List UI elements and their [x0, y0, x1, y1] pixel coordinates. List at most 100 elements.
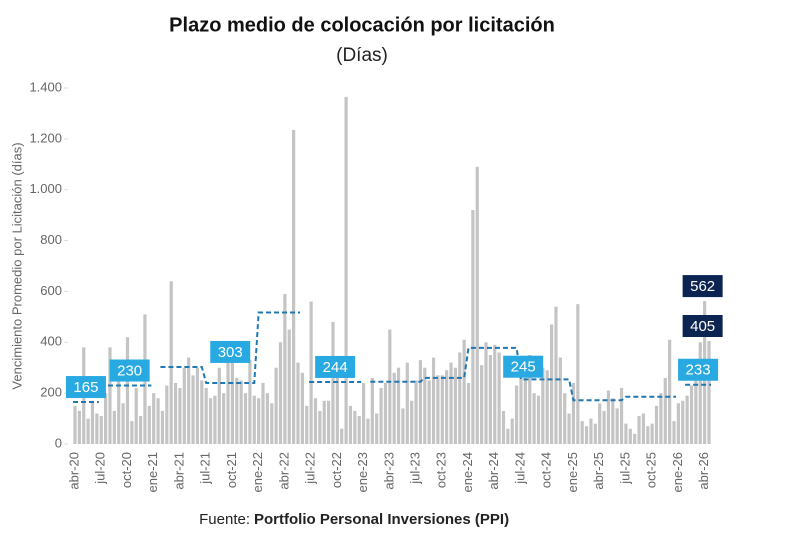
bar: [217, 367, 221, 444]
source-prefix: Fuente:: [199, 511, 250, 528]
x-tick-label: jul-21: [198, 452, 213, 485]
bar: [624, 423, 628, 444]
bar: [243, 393, 248, 444]
bar: [344, 96, 348, 445]
x-tick-label: ene-22: [250, 452, 265, 492]
bar: [121, 403, 125, 444]
bar: [466, 382, 471, 444]
bar: [383, 382, 388, 444]
bar: [322, 400, 326, 444]
bar: [628, 428, 632, 444]
bar: [257, 398, 261, 444]
bar: [287, 329, 291, 444]
highlight-label-box: [682, 275, 723, 298]
average-label: 233: [686, 362, 711, 379]
bar: [125, 337, 130, 444]
bar: [576, 304, 580, 444]
bar: [396, 367, 401, 444]
x-tick-label: oct-22: [329, 452, 344, 488]
bar: [130, 421, 134, 444]
bar: [554, 306, 558, 444]
bar: [501, 410, 506, 444]
x-tick-label: ene-23: [355, 452, 370, 492]
bar: [606, 390, 611, 444]
y-tick-label: 200: [40, 385, 62, 400]
bar: [676, 403, 680, 444]
bar: [602, 410, 606, 444]
x-tick-label: jul-24: [512, 452, 527, 485]
bar: [672, 421, 676, 444]
bar: [187, 357, 191, 444]
x-tick-label: abr-21: [171, 452, 186, 490]
bar: [694, 372, 698, 444]
bar: [388, 329, 392, 444]
bar: [462, 339, 466, 444]
bar: [633, 433, 637, 444]
bar: [650, 423, 654, 444]
average-label-box: [315, 355, 356, 378]
bar: [549, 324, 554, 444]
bar: [239, 380, 243, 444]
bar: [449, 362, 453, 444]
chart-subtitle: (Días): [336, 45, 388, 66]
bar: [558, 357, 562, 444]
bar: [593, 423, 597, 444]
bar: [580, 421, 584, 444]
x-tick-label: oct-23: [434, 452, 449, 488]
bar: [475, 166, 479, 445]
bar: [99, 416, 103, 444]
bar: [296, 362, 300, 444]
x-tick-label: abr-22: [276, 452, 291, 490]
bar: [152, 393, 156, 444]
bar: [165, 385, 169, 444]
x-tick-label: jul-22: [303, 452, 318, 485]
chart-title: Plazo medio de colocación por licitación: [169, 14, 555, 36]
y-tick-label: 800: [40, 232, 62, 247]
bar: [169, 281, 173, 444]
y-tick-label: 600: [40, 283, 62, 298]
bar: [510, 418, 514, 444]
bar: [392, 372, 396, 444]
bar: [331, 321, 335, 444]
x-tick-label: oct-20: [119, 452, 134, 488]
bar: [278, 342, 283, 444]
bar: [138, 416, 143, 444]
bar: [515, 385, 519, 444]
x-tick-label: oct-25: [644, 452, 659, 488]
bar: [488, 355, 492, 444]
highlight-label: 405: [690, 318, 715, 335]
average-label-box: [210, 340, 251, 363]
x-tick-label: ene-26: [670, 452, 685, 492]
bar: [73, 405, 77, 444]
bar: [200, 380, 204, 444]
bar: [156, 398, 160, 444]
bar: [453, 367, 457, 444]
bar: [436, 375, 440, 444]
bar: [615, 408, 619, 444]
bar: [536, 395, 541, 444]
bar: [309, 301, 313, 444]
bar: [108, 347, 112, 444]
bar: [663, 377, 667, 444]
bar: [401, 408, 405, 444]
bar: [313, 398, 318, 444]
bar: [357, 416, 361, 444]
y-tick-label: 1.200: [29, 130, 62, 145]
bar: [637, 416, 641, 444]
source: Portfolio Personal Inversiones (PPI): [254, 511, 509, 528]
bar: [659, 393, 663, 444]
bar: [427, 380, 431, 444]
bar: [418, 360, 423, 444]
bar: [431, 357, 436, 444]
bar: [147, 405, 151, 444]
x-tick-label: jul-23: [407, 452, 422, 485]
bar: [519, 367, 523, 444]
bar: [230, 360, 235, 444]
highlight-label-box: [682, 315, 723, 338]
average-label: 245: [511, 359, 536, 376]
bar: [173, 382, 178, 444]
bar: [410, 400, 414, 444]
highlight-label: 562: [690, 278, 715, 295]
x-tick-label: abr-25: [591, 452, 606, 490]
